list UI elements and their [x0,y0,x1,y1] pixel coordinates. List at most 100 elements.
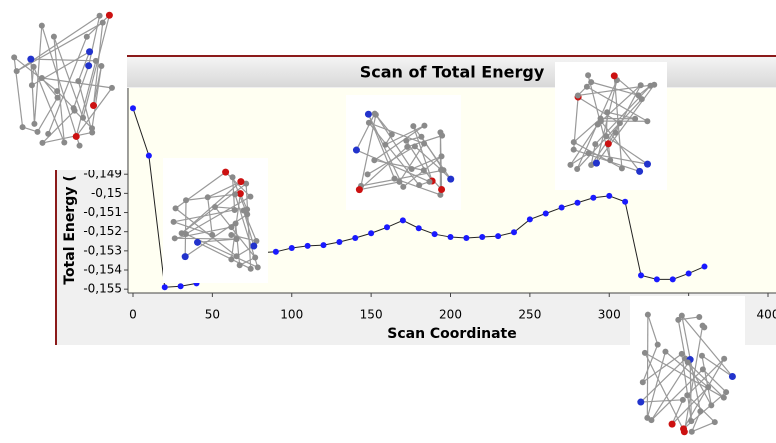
atom [237,178,244,185]
bond [185,200,186,256]
atom [371,157,377,163]
atom [721,395,727,401]
atom [588,79,594,85]
atom [31,121,37,127]
atom [365,111,372,118]
atom [705,384,711,390]
atom [685,359,691,365]
atom [252,255,258,261]
atom [39,140,45,146]
atom [655,342,661,348]
atom [228,224,234,230]
data-point [622,199,628,205]
atom [234,253,240,259]
atom [51,34,57,40]
data-point [463,235,469,241]
x-tick-label: 50 [205,308,220,322]
atom [584,84,590,90]
atom [232,207,238,213]
atom [680,397,686,403]
atom [412,143,418,149]
data-point [479,234,485,240]
atom [389,131,395,137]
atom [571,147,577,153]
x-tick-label: 100 [280,308,303,322]
x-tick-label: 250 [518,308,541,322]
atom [593,160,600,167]
atom [232,191,238,197]
data-point [289,245,295,251]
atom [612,130,618,136]
atom [605,140,612,147]
atom [171,219,177,225]
atom [20,124,26,130]
atom [39,75,45,81]
x-tick-label: 300 [598,308,621,322]
data-point [384,224,390,230]
atom [45,131,51,137]
atom [237,262,243,268]
y-tick-label: -0,154 [83,263,122,277]
atom [228,256,234,262]
data-point [495,233,501,239]
atom [14,68,20,74]
data-point [352,235,358,241]
data-point [686,270,692,276]
atom [54,88,60,94]
atom [55,95,61,101]
atom [396,179,402,185]
data-point [178,283,184,289]
atom [439,153,445,159]
atom [182,253,189,260]
atom [366,120,372,126]
atom [439,133,445,139]
atom [39,23,45,29]
atom [234,236,240,242]
chart-title: Scan of Total Energy [360,63,545,82]
data-point [305,243,311,249]
atom [228,232,234,238]
atom [418,134,424,140]
y-tick-label: -0,153 [83,243,122,257]
atom [356,186,363,193]
atom [617,120,623,126]
atom [585,72,591,78]
atom [382,142,388,148]
atom [699,353,705,359]
atom [640,379,646,385]
atom [409,166,415,172]
data-point [590,195,596,201]
atom [98,63,104,69]
atom [681,428,688,435]
atom [696,314,702,320]
atom [575,92,581,98]
atom [607,157,613,163]
y-tick-label: -0,151 [83,205,122,219]
atom [421,141,427,147]
atom [644,118,650,124]
data-point [606,193,612,199]
bond [175,238,237,239]
molecule-image [555,62,667,190]
atom [679,351,685,357]
atom [106,12,113,19]
atom [700,366,706,372]
atom [645,312,651,318]
atom [637,399,644,406]
atom [689,429,695,435]
y-tick-label: -0,152 [83,224,122,238]
atom [586,150,592,156]
atom [100,20,106,26]
data-point [575,200,581,206]
atom [644,161,651,168]
atom [255,264,261,270]
atom [27,56,34,63]
data-point [162,284,168,290]
atom [604,109,610,115]
data-point [448,234,454,240]
atom [173,205,179,211]
atom [93,58,99,64]
x-tick-label: 0 [129,308,137,322]
atom [701,324,707,330]
data-point [368,230,374,236]
